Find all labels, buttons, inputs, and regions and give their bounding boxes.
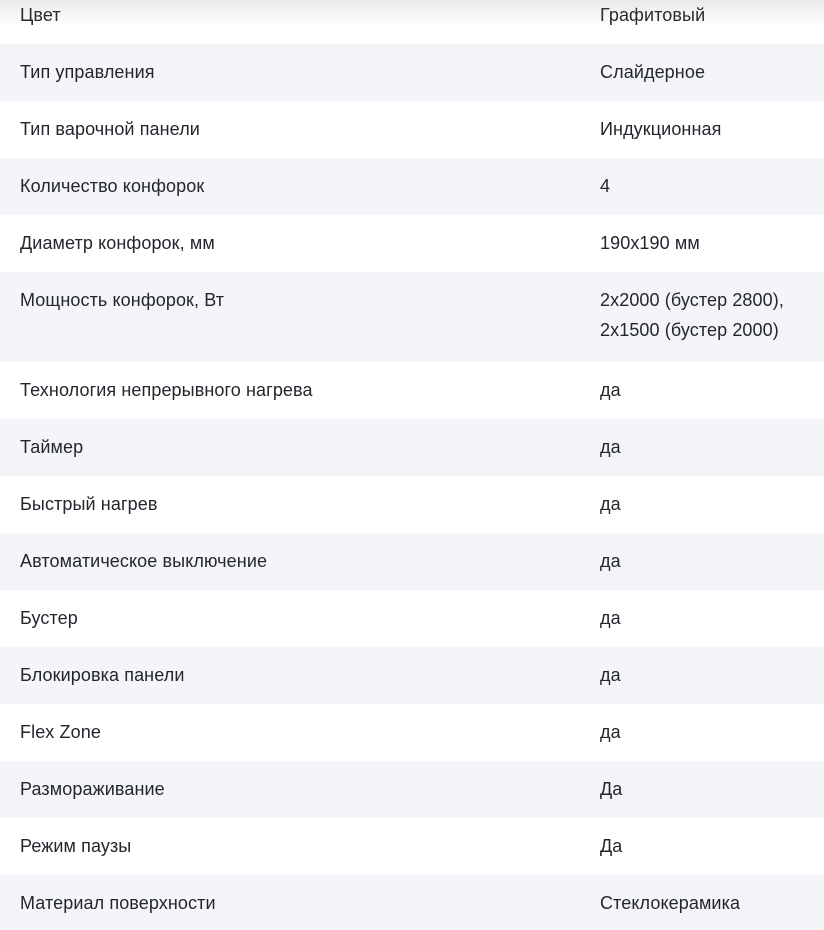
spec-label: Материал поверхности (20, 893, 216, 913)
spec-label: Быстрый нагрев (20, 494, 158, 514)
spec-label: Цвет (20, 5, 61, 25)
spec-row: Бустер да (0, 590, 824, 647)
spec-label: Тип управления (20, 62, 155, 82)
spec-value: Слайдерное (600, 62, 706, 82)
spec-label: Таймер (20, 437, 84, 457)
spec-label: Тип варочной панели (20, 119, 200, 139)
spec-row: Цвет Графитовый (0, 0, 824, 44)
spec-label: Flex Zone (20, 722, 101, 742)
spec-row: Блокировка панели да (0, 647, 824, 704)
spec-label: Автоматическое выключение (20, 551, 268, 571)
spec-value: Стеклокерамика (600, 893, 741, 913)
spec-row: Flex Zone да (0, 704, 824, 761)
spec-row: Режим паузы Да (0, 818, 824, 875)
spec-row: Таймер да (0, 419, 824, 476)
spec-row: Размораживание Да (0, 761, 824, 818)
spec-value: да (600, 437, 621, 457)
spec-value: 2x2000 (бустер 2800), 2x1500 (бустер 200… (600, 290, 784, 340)
spec-row: Тип управления Слайдерное (0, 44, 824, 101)
spec-row: Автоматическое выключение да (0, 533, 824, 590)
spec-label: Диаметр конфорок, мм (20, 233, 215, 253)
spec-row: Технология непрерывного нагрева да (0, 362, 824, 419)
spec-value: 190x190 мм (600, 233, 700, 253)
spec-row: Материал поверхности Стеклокерамика (0, 875, 824, 930)
spec-label: Бустер (20, 608, 78, 628)
spec-value: да (600, 551, 621, 571)
spec-row: Количество конфорок 4 (0, 158, 824, 215)
spec-label: Технология непрерывного нагрева (20, 380, 313, 400)
spec-value: Да (600, 836, 623, 856)
spec-row: Диаметр конфорок, мм 190x190 мм (0, 215, 824, 272)
spec-row: Быстрый нагрев да (0, 476, 824, 533)
spec-value: да (600, 665, 621, 685)
spec-label: Блокировка панели (20, 665, 185, 685)
spec-label: Мощность конфорок, Вт (20, 290, 225, 310)
spec-value: да (600, 494, 621, 514)
spec-value: Графитовый (600, 5, 706, 25)
spec-value: 4 (600, 176, 611, 196)
spec-value: Индукционная (600, 119, 722, 139)
spec-value: Да (600, 779, 623, 799)
spec-value: да (600, 608, 621, 628)
spec-row: Тип варочной панели Индукционная (0, 101, 824, 158)
spec-value: да (600, 722, 621, 742)
spec-value: да (600, 380, 621, 400)
spec-label: Режим паузы (20, 836, 132, 856)
spec-label: Количество конфорок (20, 176, 205, 196)
spec-row: Мощность конфорок, Вт 2x2000 (бустер 280… (0, 272, 824, 362)
spec-label: Размораживание (20, 779, 165, 799)
